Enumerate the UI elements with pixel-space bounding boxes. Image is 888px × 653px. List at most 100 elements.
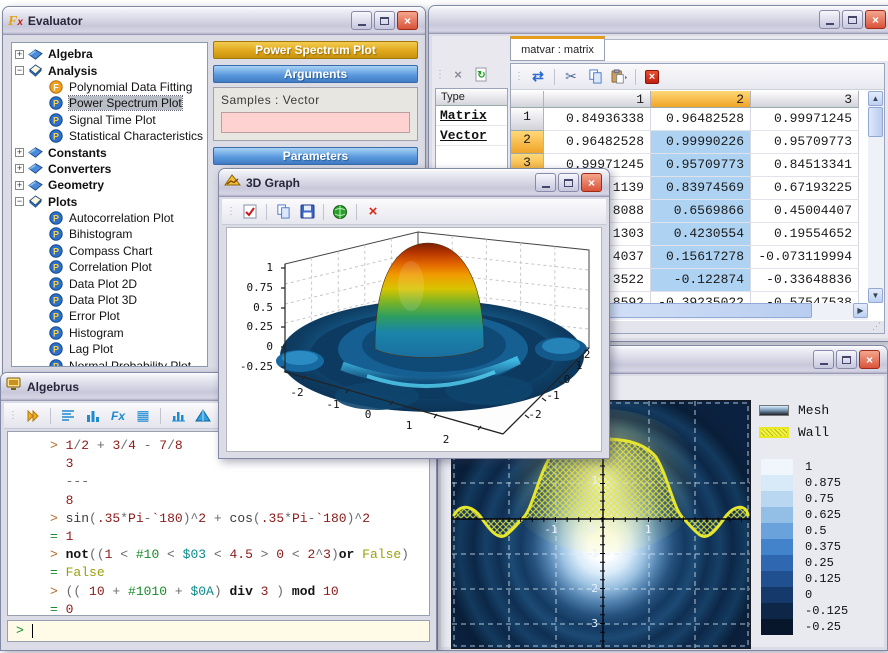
expand-icon[interactable]: + <box>15 179 24 190</box>
type-column-header[interactable]: Type <box>436 89 507 106</box>
close-button[interactable]: × <box>865 10 886 29</box>
row-header-1[interactable]: 1 <box>511 108 544 131</box>
tree-item[interactable]: + Geometry <box>12 177 207 193</box>
samples-input[interactable] <box>221 112 410 133</box>
close-red-icon[interactable]: × <box>368 203 378 220</box>
tree-item-label[interactable]: Converters <box>48 161 112 176</box>
tree-item[interactable]: P Compass Chart <box>12 243 207 259</box>
scroll-thumb[interactable] <box>868 107 883 137</box>
tree-item-label[interactable]: Constants <box>48 145 107 160</box>
refresh-icon[interactable]: ↻ <box>471 65 491 85</box>
matrix-cell[interactable]: -0.073119994 <box>751 246 859 269</box>
tree-item-label[interactable]: Analysis <box>48 63 98 78</box>
cut-icon[interactable]: ✂ <box>565 68 577 84</box>
maximize-button[interactable] <box>558 173 579 192</box>
tree-item[interactable]: + Algebra <box>12 46 207 62</box>
matrix-cell[interactable]: -0.57547538 <box>751 292 859 303</box>
globe-icon[interactable] <box>330 202 350 222</box>
maximize-button[interactable] <box>836 350 857 369</box>
pyramid-icon[interactable] <box>193 406 213 426</box>
tree-item-label[interactable]: Geometry <box>48 178 105 193</box>
arguments-header[interactable]: Arguments <box>213 65 418 83</box>
matrix-cell[interactable]: -0.39235022 <box>651 292 751 303</box>
parameters-header[interactable]: Parameters <box>213 147 418 165</box>
column-header-3[interactable]: 3 <box>751 91 859 108</box>
expand-icon[interactable]: + <box>15 147 24 158</box>
type-link-matrix[interactable]: Matrix <box>436 106 507 126</box>
minimize-button[interactable] <box>819 10 840 29</box>
edit-check-icon[interactable] <box>240 202 260 222</box>
tree-item[interactable]: P Signal Time Plot <box>12 112 207 128</box>
tree-item-label[interactable]: Error Plot <box>69 309 120 324</box>
delete-red-icon[interactable]: × <box>642 67 662 87</box>
tree-item-label[interactable]: Data Plot 2D <box>69 276 138 291</box>
save-icon[interactable] <box>297 202 317 222</box>
tree-item-label[interactable]: Normal Probability Plot <box>69 358 192 367</box>
minimize-button[interactable] <box>535 173 556 192</box>
histogram-icon[interactable] <box>168 406 188 426</box>
fx-icon[interactable]: Fx <box>110 408 125 423</box>
console-output[interactable]: > 1/2 + 3/4 - 7/8 3 --- 8 > sin(.35*Pi-`1… <box>7 431 430 616</box>
matrix-cell[interactable]: 0.19554652 <box>751 223 859 246</box>
tree-item[interactable]: P Histogram <box>12 325 207 341</box>
matrix-cell[interactable]: 0.96482528 <box>651 108 751 131</box>
tree-item[interactable]: − Analysis <box>12 62 207 78</box>
matrix-cell[interactable]: 0.67193225 <box>751 177 859 200</box>
tree-item-label[interactable]: Statistical Characteristics <box>69 129 204 144</box>
tab-matvar-matrix[interactable]: matvar : matrix <box>510 36 605 61</box>
matrix-cell[interactable]: 0.95709773 <box>651 154 751 177</box>
list-icon[interactable] <box>58 406 78 426</box>
vertical-scrollbar[interactable]: ▲ ▼ <box>868 91 884 303</box>
column-header-1[interactable]: 1 <box>544 91 651 108</box>
delete-gray-icon[interactable]: × <box>454 67 462 82</box>
minimize-button[interactable] <box>351 11 372 30</box>
close-button[interactable]: × <box>859 350 880 369</box>
tree-item-label[interactable]: Polynomial Data Fitting <box>69 79 193 94</box>
matrix-cell[interactable]: -0.33648836 <box>751 269 859 292</box>
tree-item[interactable]: − Plots <box>12 194 207 210</box>
minimize-button[interactable] <box>813 350 834 369</box>
tree-item-label[interactable]: Signal Time Plot <box>69 112 156 127</box>
console-input[interactable]: > <box>7 620 430 642</box>
tree-item-label[interactable]: Data Plot 3D <box>69 293 138 308</box>
matrix-cell[interactable]: 0.4230554 <box>651 223 751 246</box>
tree-item-label[interactable]: Autocorrelation Plot <box>69 211 174 226</box>
maximize-button[interactable] <box>374 11 395 30</box>
matrix-cell[interactable]: 0.15617278 <box>651 246 751 269</box>
expand-icon[interactable]: + <box>15 48 24 59</box>
tree-item[interactable]: P Correlation Plot <box>12 259 207 275</box>
tree-item-label[interactable]: Compass Chart <box>69 243 153 258</box>
tree-item[interactable]: P Normal Probability Plot <box>12 357 207 367</box>
graph3d-titlebar[interactable]: 3D Graph × <box>219 169 609 197</box>
collapse-icon[interactable]: − <box>15 196 24 207</box>
close-button[interactable]: × <box>397 11 418 30</box>
tree-item[interactable]: P Statistical Characteristics <box>12 128 207 144</box>
matrix-cell[interactable]: 0.84936338 <box>544 108 651 131</box>
matrix-cell[interactable]: -0.122874 <box>651 269 751 292</box>
barchart-icon[interactable] <box>83 406 103 426</box>
matrix-cell[interactable]: 0.6569866 <box>651 200 751 223</box>
tree-item[interactable]: + Constants <box>12 144 207 160</box>
resize-table-icon[interactable]: ⇄ <box>532 68 544 84</box>
tree-item[interactable]: P Data Plot 3D <box>12 292 207 308</box>
tree-item[interactable]: P Bihistogram <box>12 226 207 242</box>
matrix-cell[interactable]: 0.96482528 <box>544 131 651 154</box>
tree-item[interactable]: P Lag Plot <box>12 341 207 357</box>
tree-item[interactable]: + Converters <box>12 161 207 177</box>
expand-icon[interactable]: + <box>15 163 24 174</box>
evaluator-titlebar[interactable]: Fx Evaluator × <box>3 7 425 35</box>
maximize-button[interactable] <box>842 10 863 29</box>
tree-item[interactable]: P Power Spectrum Plot <box>12 95 207 112</box>
matrix-cell[interactable]: 0.95709773 <box>751 131 859 154</box>
tree-item-label[interactable]: Correlation Plot <box>69 260 152 275</box>
scroll-right-button[interactable]: ▶ <box>853 303 868 318</box>
matrix-cell[interactable]: 0.83974569 <box>651 177 751 200</box>
tree-item[interactable]: P Error Plot <box>12 308 207 324</box>
tree-item-label[interactable]: Power Spectrum Plot <box>68 95 183 112</box>
row-header-2[interactable]: 2 <box>511 131 544 154</box>
tree-item[interactable]: F Polynomial Data Fitting <box>12 79 207 95</box>
collapse-icon[interactable]: − <box>15 65 24 76</box>
tree-item-label[interactable]: Lag Plot <box>69 342 114 357</box>
collapse-chevrons-icon[interactable] <box>23 406 43 426</box>
matrix-cell[interactable]: 0.84513341 <box>751 154 859 177</box>
